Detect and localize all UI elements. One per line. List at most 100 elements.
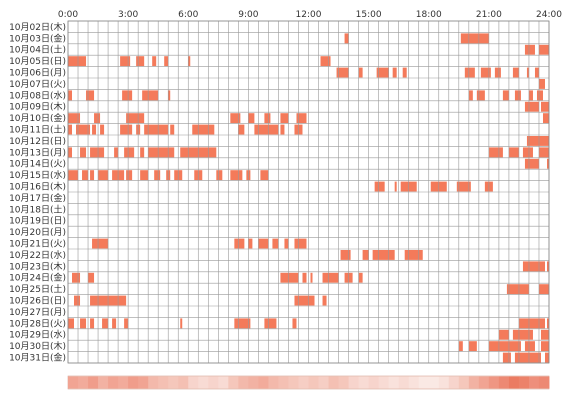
activity-bar — [458, 341, 463, 352]
activity-bar — [456, 181, 471, 192]
activity-bar — [506, 284, 529, 295]
activity-bar — [272, 238, 279, 249]
activity-bar — [136, 56, 145, 67]
x-tick-label: 3:00 — [118, 10, 138, 20]
summary-strip-segment — [278, 376, 289, 389]
summary-strip-segment — [488, 376, 500, 389]
activity-bar — [148, 147, 175, 158]
activity-bar — [372, 250, 395, 260]
day-label: 10月15日(水) — [9, 169, 66, 181]
summary-strip-segment — [468, 376, 480, 389]
activity-bar — [524, 158, 539, 169]
summary-strip-segment — [388, 376, 400, 389]
summary-strip-segment — [478, 376, 490, 389]
x-tick-label: 0:00 — [58, 10, 78, 20]
activity-bar — [180, 318, 183, 329]
summary-strip-segment — [238, 376, 249, 389]
activity-bar — [248, 238, 253, 249]
day-label: 10月07日(火) — [9, 79, 66, 90]
activity-bar — [498, 329, 509, 340]
summary-strip-segment — [298, 376, 309, 389]
summary-strip-segment — [528, 376, 540, 389]
activity-bar — [238, 124, 245, 135]
activity-bar — [547, 318, 549, 329]
activity-bar — [538, 79, 545, 89]
activity-bar — [124, 147, 135, 158]
day-label: 10月29日(水) — [9, 329, 66, 341]
activity-bar — [68, 113, 81, 124]
day-label: 10月19日(日) — [9, 216, 66, 227]
day-label: 10月18日(土) — [9, 203, 66, 215]
summary-strip-segment — [228, 376, 239, 389]
day-label: 10月03日(金) — [9, 32, 66, 44]
day-label: 10月02日(木) — [9, 21, 66, 33]
summary-strip-segment — [288, 376, 299, 389]
day-label: 10月04日(土) — [9, 44, 66, 56]
summary-strip-segment — [378, 376, 390, 389]
activity-bar — [540, 341, 549, 352]
activity-bar — [524, 341, 535, 352]
day-label: 10月30日(木) — [9, 340, 66, 352]
activity-bar — [260, 170, 269, 181]
day-label: 10月12日(日) — [9, 136, 66, 147]
activity-bar — [538, 147, 549, 158]
summary-strip-segment — [208, 376, 219, 389]
day-label: 10月22日(水) — [9, 249, 66, 261]
summary-strip-segment — [188, 376, 199, 389]
day-label: 10月25日(土) — [9, 283, 66, 295]
summary-strip-segment — [438, 376, 450, 389]
summary-strip-segment — [448, 376, 460, 389]
activity-bar — [90, 147, 105, 158]
activity-bar — [100, 124, 105, 135]
activity-bar — [152, 56, 157, 67]
activity-bar — [512, 329, 533, 340]
activity-bar — [82, 170, 89, 181]
activity-bar — [74, 295, 81, 306]
activity-bar — [68, 56, 87, 67]
summary-strip-segment — [508, 376, 520, 389]
activity-bar — [248, 113, 255, 124]
summary-strip-segment — [398, 376, 410, 389]
summary-strip-segment — [148, 376, 159, 389]
activity-bar — [192, 124, 215, 135]
activity-bar — [512, 67, 519, 78]
activity-bar — [322, 272, 339, 283]
activity-bar — [476, 90, 485, 101]
x-tick-label: 15:00 — [356, 10, 382, 20]
activity-bar — [494, 67, 501, 78]
activity-bar — [322, 295, 327, 306]
activity-bar — [234, 238, 245, 249]
activity-bar — [540, 101, 549, 112]
activity-bar — [68, 318, 75, 329]
activity-bar — [468, 341, 477, 352]
activity-bar — [402, 67, 407, 78]
activity-bar — [358, 272, 363, 283]
activity-bar — [538, 284, 549, 295]
activity-bar — [230, 113, 241, 124]
summary-strip-segment — [368, 376, 380, 389]
summary-strip — [67, 375, 550, 390]
activity-bar — [528, 90, 533, 101]
activity-bar — [234, 318, 251, 329]
day-label: 10月17日(金) — [9, 192, 66, 204]
activity-bar — [547, 261, 549, 272]
activity-bar — [142, 90, 159, 101]
summary-strip-segment — [308, 376, 319, 389]
day-label: 10月21日(火) — [9, 239, 66, 250]
summary-strip-segment — [198, 376, 209, 389]
activity-bar — [340, 250, 351, 260]
day-label: 10月06日(月) — [9, 68, 66, 79]
activity-bar — [72, 272, 81, 283]
activity-bar — [508, 147, 519, 158]
activity-bar — [374, 181, 385, 192]
activity-bar — [86, 90, 95, 101]
activity-bar — [514, 90, 521, 101]
activity-bar — [254, 124, 279, 135]
activity-bar — [480, 67, 491, 78]
x-tick-label: 21:00 — [476, 10, 502, 20]
activity-bar — [102, 318, 109, 329]
day-label: 10月11日(土) — [9, 124, 66, 136]
summary-strip-segment — [158, 376, 169, 389]
activity-bar — [264, 318, 277, 329]
